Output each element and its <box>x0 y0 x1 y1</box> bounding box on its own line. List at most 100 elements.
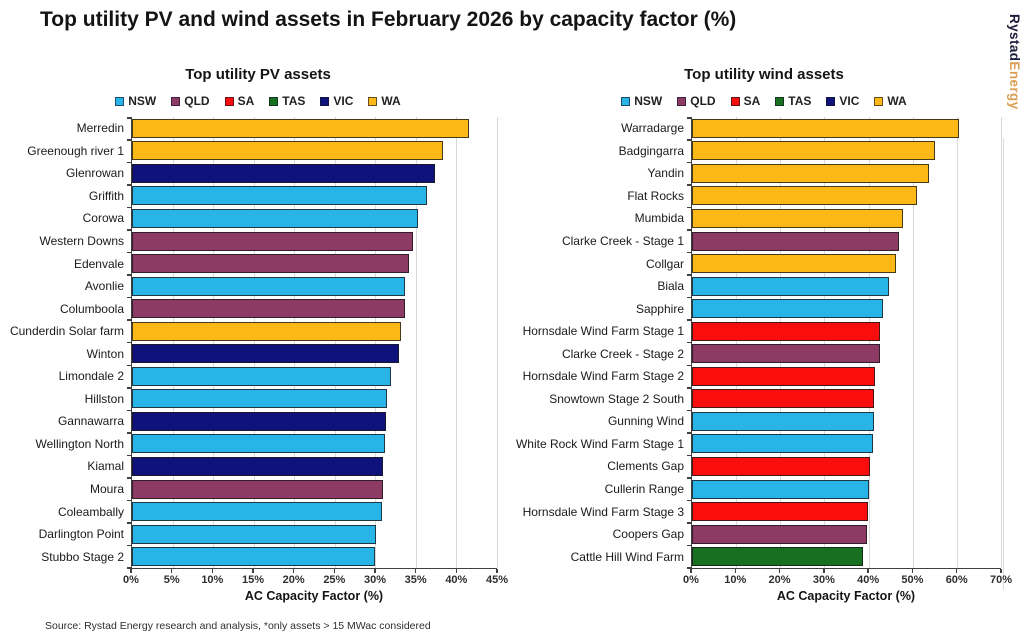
bar-sa <box>692 456 871 476</box>
x-tick: 0% <box>683 569 699 586</box>
category-label: Glenrowan <box>65 166 124 181</box>
bar-row <box>127 455 497 479</box>
legend-swatch-sa <box>730 96 740 106</box>
category-label: Kiamal <box>87 459 124 474</box>
bar-qld <box>132 479 384 499</box>
category-label: Coleambally <box>57 504 124 519</box>
bar-row <box>687 433 1001 456</box>
category-label: Clements Gap <box>607 459 684 474</box>
category-label: Wellington North <box>35 436 125 451</box>
gridline <box>780 117 782 568</box>
x-tick: 40% <box>445 569 467 586</box>
legend-item-tas: TAS <box>269 94 305 108</box>
category-label: Hornsdale Wind Farm Stage 1 <box>522 324 684 339</box>
tick-label: 25% <box>323 574 346 586</box>
bar-row <box>127 230 497 253</box>
bar-nsw <box>132 208 418 228</box>
gridline <box>213 117 215 568</box>
pv-chart-title: Top utility PV assets <box>185 66 331 83</box>
bar-wa <box>692 186 918 206</box>
bar-row <box>127 140 497 163</box>
bar-row <box>687 342 1001 366</box>
bar-row <box>687 230 1001 253</box>
bar-nsw <box>692 299 883 319</box>
pv-chart-body: Merredin Greenough river 1 Glenrowan Griffi… <box>6 117 510 603</box>
bar-nsw <box>692 434 873 454</box>
legend-label: VIC <box>333 94 354 108</box>
legend-label: VIC <box>839 94 860 108</box>
category-label: Cattle Hill Wind Farm <box>570 549 684 564</box>
legend-swatch-tas <box>775 96 785 106</box>
category-label: Coopers Gap <box>612 527 684 542</box>
logo-text-primary: Rystad <box>1007 14 1022 62</box>
bar-vic <box>132 456 384 476</box>
bar-row <box>687 545 1001 569</box>
tick-label: 15% <box>241 574 265 586</box>
category-label: Western Downs <box>39 234 124 248</box>
bar-qld <box>692 344 880 364</box>
bar-row <box>687 207 1001 231</box>
bar-wa <box>692 254 896 274</box>
wind-x-axis-title: AC Capacity Factor (%) <box>776 589 916 603</box>
tick-label: 20% <box>768 574 791 586</box>
x-tick: 10% <box>724 569 746 586</box>
bar-qld <box>692 231 900 251</box>
gridline <box>956 117 958 568</box>
legend-label: NSW <box>128 94 157 108</box>
tick-mark <box>1000 569 1002 573</box>
bar-row <box>127 365 497 389</box>
pv-category-labels: Merredin Greenough river 1 Glenrowan Griffi… <box>6 117 131 568</box>
category-label: Corowa <box>82 211 124 226</box>
bar-wa <box>132 141 443 161</box>
wind-chart-panel: Top utility wind assets NSW QLD SA TAS VIC WA… <box>514 62 1014 603</box>
category-label: Flat Rocks <box>627 188 684 203</box>
legend-label: NSW <box>634 94 663 108</box>
x-tick: 60% <box>946 569 968 586</box>
category-label: Merredin <box>76 121 124 136</box>
bar-row <box>687 500 1001 524</box>
category-label: Warradarge <box>621 121 684 136</box>
gridline <box>415 117 417 568</box>
legend-swatch-qld <box>171 96 181 106</box>
tick-mark <box>955 569 958 573</box>
bar-vic <box>132 163 435 183</box>
tick-label: 30% <box>812 574 835 586</box>
x-tick: 0% <box>123 569 139 586</box>
x-tick: 30% <box>813 569 835 586</box>
tick-mark <box>496 569 498 573</box>
bar-row <box>127 500 497 524</box>
bar-qld <box>132 254 409 274</box>
legend-item-vic: VIC <box>826 94 859 108</box>
bar-row <box>687 252 1001 276</box>
bar-row <box>687 410 1001 434</box>
tick-label: 10% <box>724 574 747 586</box>
x-tick: 20% <box>769 569 791 586</box>
tick-mark <box>170 569 173 573</box>
bar-row <box>127 185 497 208</box>
bar-nsw <box>132 434 386 454</box>
tick-mark <box>823 569 825 573</box>
bar-row <box>127 523 497 546</box>
bar-row <box>127 388 497 411</box>
bar-vic <box>132 344 399 364</box>
category-label: Stubbo Stage 2 <box>41 549 124 564</box>
category-label: Mumbida <box>634 211 684 226</box>
pv-x-axis-title: AC Capacity Factor (%) <box>244 589 384 603</box>
tick-mark <box>252 569 254 573</box>
bar-row <box>687 523 1001 546</box>
tick-mark <box>333 569 336 573</box>
wind-plot-area <box>687 117 1002 569</box>
bar-sa <box>692 389 875 409</box>
tick-label: 50% <box>901 574 924 586</box>
bar-tas <box>692 547 864 567</box>
bar-row <box>687 388 1001 411</box>
x-tick: 25% <box>323 569 345 586</box>
legend-swatch-qld <box>677 96 687 106</box>
legend-item-wa: WA <box>368 94 401 108</box>
tick-mark <box>455 569 458 573</box>
bar-row <box>127 433 497 456</box>
category-label: Clarke Creek - Stage 2 <box>561 346 684 361</box>
bar-wa <box>692 118 960 138</box>
wind-category-labels: Warradarge Badgingarra Yandin Flat Rocks Mum… <box>514 117 691 568</box>
category-label: Greenough river 1 <box>27 143 124 158</box>
